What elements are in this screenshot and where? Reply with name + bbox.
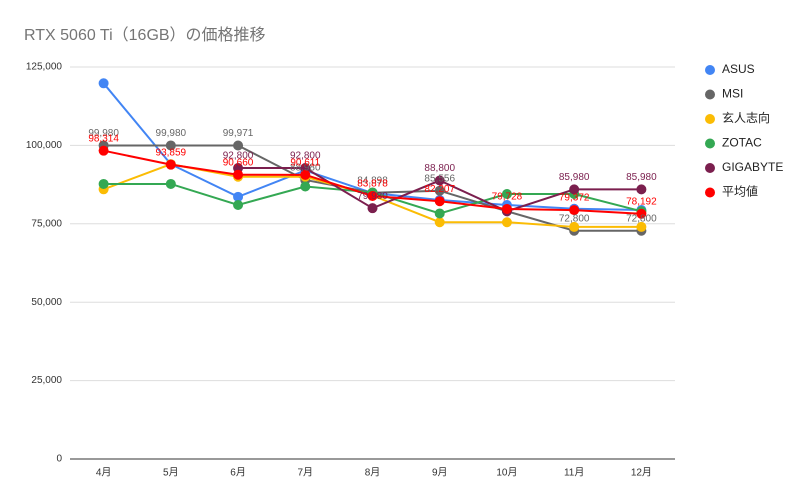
legend-label: GIGABYTE: [722, 160, 783, 174]
data-point: [165, 178, 176, 189]
data-point: [434, 196, 445, 207]
data-point: [434, 217, 445, 228]
data-label: 90,611: [290, 157, 320, 168]
x-tick-label: 5月: [163, 467, 179, 479]
data-label: 88,800: [424, 163, 455, 174]
data-label: 99,980: [156, 128, 187, 139]
legend-label: ASUS: [722, 62, 755, 76]
data-label: 82,207: [424, 184, 455, 195]
y-tick-label: 125,000: [26, 62, 63, 73]
data-point: [434, 208, 445, 219]
legend-label: 玄人志向: [722, 110, 770, 125]
data-label: 79,728: [492, 192, 523, 203]
chart-title: RTX 5060 Ti（16GB）の価格推移: [24, 26, 266, 44]
x-tick-label: 8月: [365, 467, 381, 479]
data-point: [367, 190, 378, 201]
data-label: 79,372: [559, 193, 590, 204]
data-point: [165, 159, 176, 170]
data-label: 88,980: [290, 163, 321, 174]
data-point: [636, 221, 647, 232]
data-point: [233, 199, 244, 210]
x-tick-label: 6月: [230, 467, 246, 479]
legend-marker: [705, 114, 715, 124]
data-point: [300, 169, 311, 180]
data-point: [98, 78, 109, 89]
data-point: [569, 205, 580, 216]
x-tick-label: 9月: [432, 467, 448, 479]
x-tick-label: 4月: [96, 467, 112, 479]
data-label: 90,660: [223, 157, 254, 168]
data-point: [300, 181, 311, 192]
data-label: 85,556: [424, 173, 455, 184]
data-label: 92,800: [223, 151, 254, 162]
data-label: 93,859: [156, 147, 187, 158]
data-label: 83,878: [357, 179, 388, 190]
legend-marker: [705, 65, 715, 75]
data-point: [233, 140, 244, 151]
data-label: 85,980: [626, 172, 657, 183]
data-point: [636, 208, 647, 219]
data-point: [233, 191, 244, 202]
x-tick-label: 11月: [564, 467, 584, 479]
data-label: 72,800: [626, 213, 657, 224]
data-label: 98,314: [88, 133, 119, 144]
data-label: 79,980: [357, 191, 388, 202]
data-point: [434, 185, 445, 196]
data-label: 99,971: [223, 128, 254, 139]
data-point: [233, 169, 244, 180]
x-tick-label: 10月: [496, 467, 517, 479]
data-point: [300, 162, 311, 173]
x-tick-label: 12月: [631, 467, 652, 479]
y-tick-label: 50,000: [31, 297, 62, 308]
data-point: [501, 217, 512, 228]
data-label: 72,800: [559, 213, 590, 224]
legend-label: MSI: [722, 87, 743, 101]
data-label: 85,980: [559, 172, 590, 183]
data-point: [569, 184, 580, 195]
data-point: [434, 175, 445, 186]
data-point: [367, 203, 378, 214]
data-label: 99,980: [88, 128, 119, 139]
data-label: 78,192: [626, 196, 657, 207]
data-label: 92,800: [290, 151, 321, 162]
data-point: [98, 178, 109, 189]
legend-label: 平均値: [722, 184, 758, 199]
legend-marker: [705, 89, 715, 100]
y-tick-label: 75,000: [31, 218, 62, 229]
legend-marker: [705, 138, 715, 149]
y-tick-label: 25,000: [31, 375, 62, 386]
data-point: [636, 184, 647, 195]
legend-marker: [705, 163, 715, 173]
y-tick-label: 100,000: [26, 140, 63, 151]
data-point: [165, 140, 176, 151]
y-tick-label: 0: [56, 454, 62, 465]
data-point: [501, 203, 512, 214]
legend-marker: [705, 187, 715, 198]
data-point: [98, 145, 109, 156]
data-label: 84,898: [357, 175, 388, 186]
x-tick-label: 7月: [297, 467, 313, 479]
data-point: [501, 189, 512, 200]
data-point: [569, 221, 580, 232]
legend-label: ZOTAC: [722, 136, 762, 150]
